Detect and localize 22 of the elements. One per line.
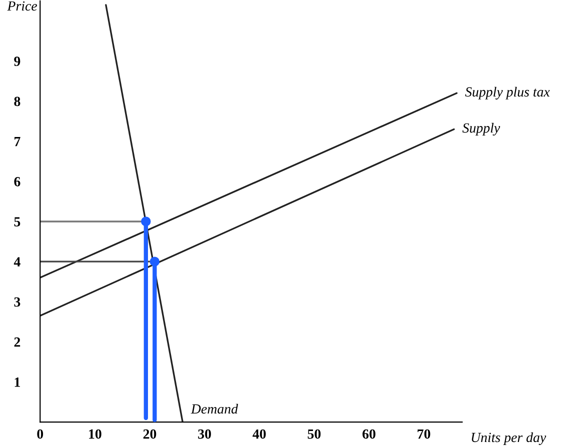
y-tick-label: 3 <box>14 297 20 307</box>
x-axis-title: Units per day <box>472 432 546 445</box>
y-tick-label: 9 <box>14 56 20 66</box>
y-tick-label: 1 <box>14 378 20 387</box>
x-tick-label: 0 <box>37 429 44 439</box>
x-tick-label: 50 <box>308 429 321 439</box>
x-tick-label: 70 <box>418 429 430 439</box>
series-label: Demand <box>190 404 238 414</box>
x-tick-label: 60 <box>362 429 376 439</box>
y-tick-label: 4 <box>14 257 20 266</box>
x-tick-label: 10 <box>89 429 102 439</box>
y-tick-label: 6 <box>14 177 20 186</box>
y-tick-label: 5 <box>14 217 20 226</box>
y-axis-title: Price <box>7 1 38 11</box>
x-tick-label: 20 <box>143 429 156 439</box>
y-tick-label: 2 <box>14 337 20 347</box>
x-tick-label: 40 <box>252 429 266 439</box>
x-tick-label: 30 <box>198 429 211 439</box>
series-label: Supply <box>462 122 500 136</box>
y-tick-label: 7 <box>14 136 20 146</box>
series-label: Supply plus tax <box>465 86 550 100</box>
y-tick-label: 8 <box>14 96 20 106</box>
